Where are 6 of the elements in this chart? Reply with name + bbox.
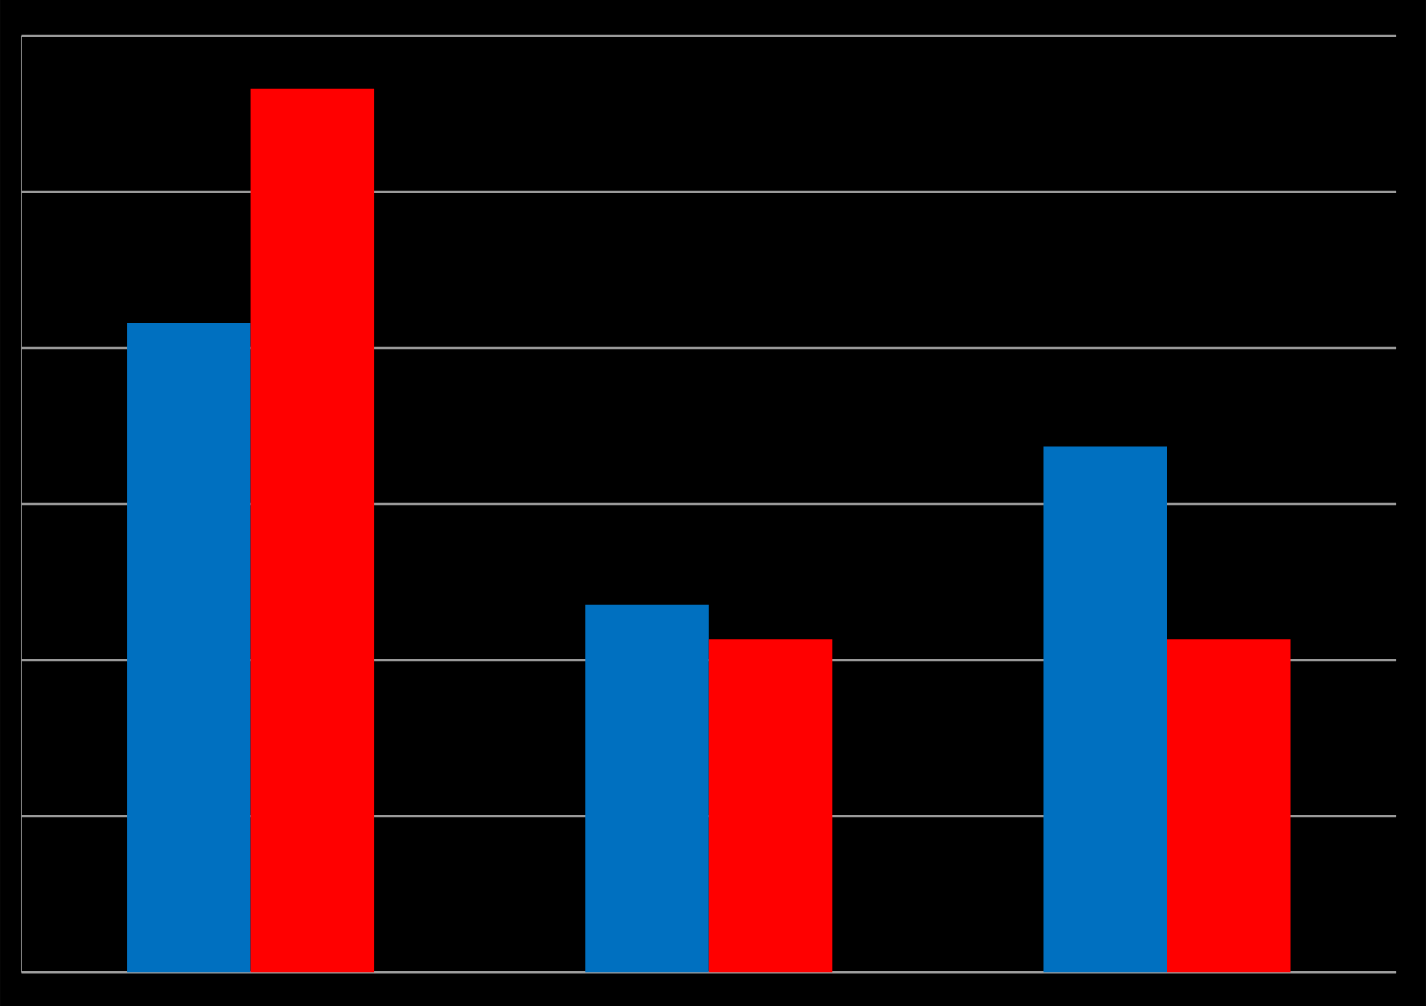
bar xyxy=(250,88,375,973)
bar xyxy=(1167,639,1291,973)
bar xyxy=(585,604,709,973)
bar xyxy=(127,322,251,973)
bar xyxy=(1043,446,1167,973)
bar xyxy=(708,639,833,973)
